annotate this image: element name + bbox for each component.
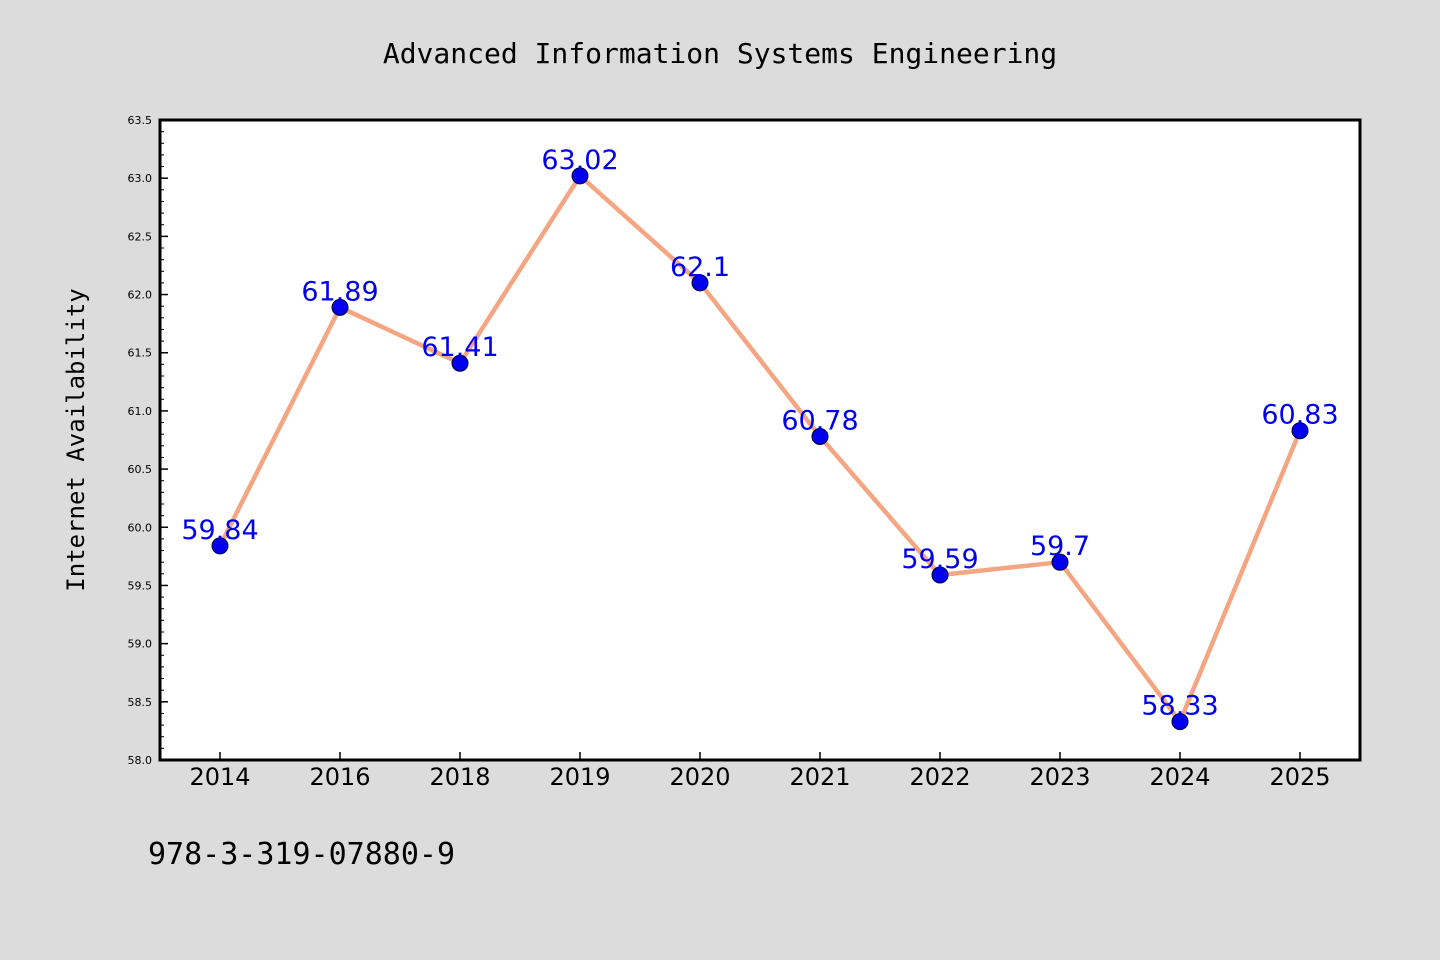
x-tick-label: 2018 <box>429 763 490 791</box>
x-tick-label: 2024 <box>1149 763 1210 791</box>
data-label: 62.1 <box>670 252 730 283</box>
series-layer: 59.84 61.89 61.41 63.02 62.1 60.78 59.59 59.7 58… <box>181 145 1339 731</box>
data-label: 59.59 <box>901 544 978 575</box>
y-tick-label: 60.0 <box>128 521 153 534</box>
y-tick-label: 61.5 <box>128 347 153 360</box>
data-label: 59.84 <box>181 515 258 546</box>
x-tick-label: 2016 <box>309 763 370 791</box>
x-tick-label: 2014 <box>189 763 250 791</box>
data-point <box>811 428 829 446</box>
plot-area <box>158 118 1362 762</box>
y-tick-label: 63.0 <box>128 172 153 185</box>
x-axis: 2014 2016 2018 2019 2020 2021 2022 2023 2024 2025 <box>189 752 1331 791</box>
data-point <box>1171 713 1189 731</box>
y-tick-label: 58.0 <box>128 754 153 767</box>
y-tick-label: 61.0 <box>128 405 153 418</box>
data-label: 61.89 <box>301 276 378 307</box>
data-label: 60.78 <box>781 406 858 437</box>
y-tick-label: 62.0 <box>128 289 153 302</box>
data-label: 58.33 <box>1141 691 1218 722</box>
data-point <box>1051 553 1069 571</box>
data-label: 60.83 <box>1261 400 1338 431</box>
y-tick-label: 59.5 <box>128 579 153 592</box>
series-line <box>217 173 1303 724</box>
chart-title: Advanced Information Systems Engineering <box>383 37 1057 70</box>
footnote-isbn: 978-3-319-07880-9 <box>148 837 455 872</box>
y-tick-label: 63.5 <box>128 114 153 127</box>
data-point <box>451 354 469 372</box>
x-tick-label: 2021 <box>789 763 850 791</box>
x-tick-label: 2023 <box>1029 763 1090 791</box>
data-point <box>211 537 229 555</box>
data-point <box>931 566 949 584</box>
data-label: 61.41 <box>421 332 498 363</box>
x-tick-label: 2025 <box>1269 763 1330 791</box>
data-point <box>331 298 349 316</box>
y-axis-label: Internet Availability <box>62 288 90 591</box>
y-tick-label: 60.5 <box>128 463 153 476</box>
data-label: 63.02 <box>541 145 618 176</box>
y-tick-label: 58.5 <box>128 696 153 709</box>
x-tick-label: 2019 <box>549 763 610 791</box>
y-axis: 58.0 58.5 59.0 59.5 60.0 60.5 61.0 61.5 62.0 62.5… <box>128 114 168 767</box>
data-point <box>1291 422 1309 440</box>
data-point <box>691 274 709 292</box>
y-tick-label: 62.5 <box>128 230 153 243</box>
data-label: 59.7 <box>1030 531 1090 562</box>
x-tick-label: 2022 <box>909 763 970 791</box>
y-tick-label: 59.0 <box>128 638 153 651</box>
x-tick-label: 2020 <box>669 763 730 791</box>
data-point <box>571 167 589 185</box>
